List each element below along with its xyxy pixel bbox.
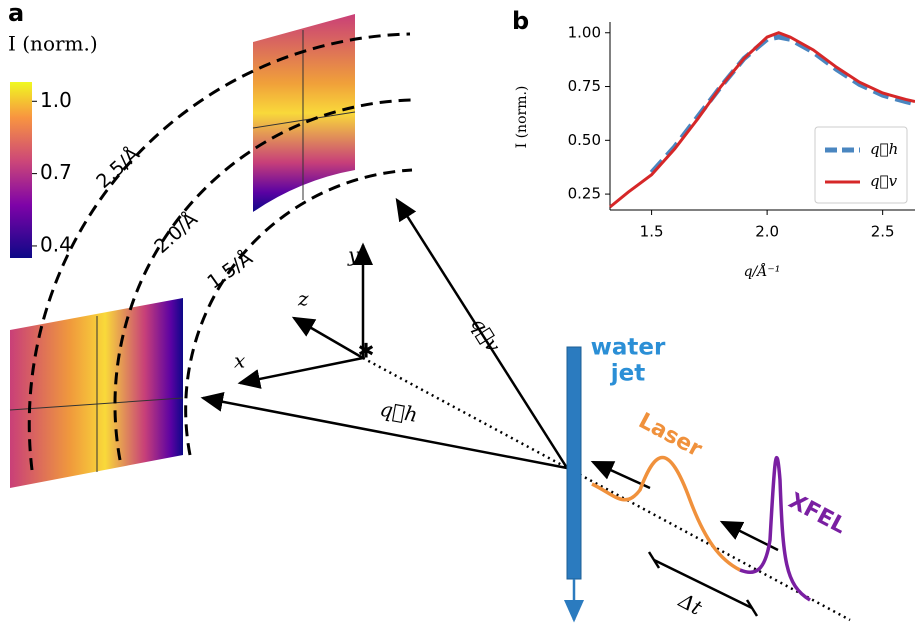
- legend-label: q⃗h: [870, 140, 898, 158]
- axis-arrow: [291, 316, 364, 360]
- colorbar-title: I (norm.): [8, 32, 98, 56]
- delay-label: Δt: [674, 588, 707, 621]
- origin: ✱: [358, 339, 375, 363]
- laser-label: Laser: [634, 409, 706, 463]
- colorbar-tick-label: 0.4: [40, 232, 72, 256]
- vector-label: q⃗h: [378, 397, 419, 427]
- delay-bar: [653, 558, 753, 610]
- ring-label: 1.5/Å: [203, 246, 257, 293]
- laser-pulse: [591, 455, 741, 572]
- x-tick-label: 1.5: [640, 223, 664, 241]
- legend-label: q⃗v: [870, 172, 898, 190]
- axis-label: z: [297, 287, 309, 311]
- y-tick-label: 1.00: [568, 23, 601, 41]
- jet-label: water: [591, 335, 666, 361]
- xfel-label: XFEL: [784, 489, 850, 540]
- series-line: [609, 31, 915, 209]
- x-axis-label: q/Å⁻¹: [744, 262, 781, 280]
- panel-label: a: [8, 0, 24, 27]
- legend-box: [814, 126, 908, 204]
- pulse-arrow: [590, 460, 651, 490]
- water-jet: [566, 346, 582, 580]
- x-tick-label: 2.5: [871, 223, 895, 241]
- panel-b: b I (norm.) q/Å⁻¹ 0.25 0.50 0.75 1.00 1.5 2.0…: [512, 7, 915, 280]
- axis-label: y: [347, 243, 360, 267]
- jet-label: jet: [610, 361, 645, 387]
- panel-label: b: [512, 7, 529, 35]
- legend: q⃗h q⃗v: [814, 126, 908, 204]
- y-tick-label: 0.75: [568, 77, 601, 95]
- panel-a: a 2.5/Å 2.0/Å 1.5/Å I (norm.) 1.00.70.4 …: [8, 0, 851, 623]
- delay-bar: [745, 599, 759, 617]
- x-tick-label: 2.0: [755, 223, 779, 241]
- lab-axes: [200, 197, 851, 622]
- axis-label: x: [234, 349, 245, 373]
- colorbar-tick-label: 0.7: [40, 160, 72, 184]
- y-axis-label: I (norm.): [514, 86, 530, 149]
- delay-bar: [647, 551, 661, 569]
- detector-image: [253, 14, 355, 212]
- colorbar-tick-label: 1.0: [40, 88, 72, 112]
- detector-line: [9, 397, 184, 411]
- ring: [184, 168, 413, 456]
- ring-label: 2.5/Å: [92, 143, 144, 193]
- colorbar: I (norm.) 1.0 0.7 0.4: [8, 32, 98, 258]
- ring-label: 2.0/Å: [150, 208, 202, 258]
- xfel-pulse: [739, 455, 811, 602]
- vector-arrow: [200, 391, 568, 470]
- beam-path: [362, 356, 851, 622]
- colorbar-gradient: [10, 82, 32, 258]
- y-tick-label: 0.25: [568, 185, 601, 203]
- q-rings: [27, 32, 413, 471]
- axis-arrow: [237, 356, 364, 389]
- ring: [113, 98, 413, 461]
- y-tick-label: 0.50: [568, 131, 601, 149]
- ring: [27, 32, 411, 471]
- vector-arrow: [395, 197, 569, 469]
- detector-line: [252, 111, 356, 129]
